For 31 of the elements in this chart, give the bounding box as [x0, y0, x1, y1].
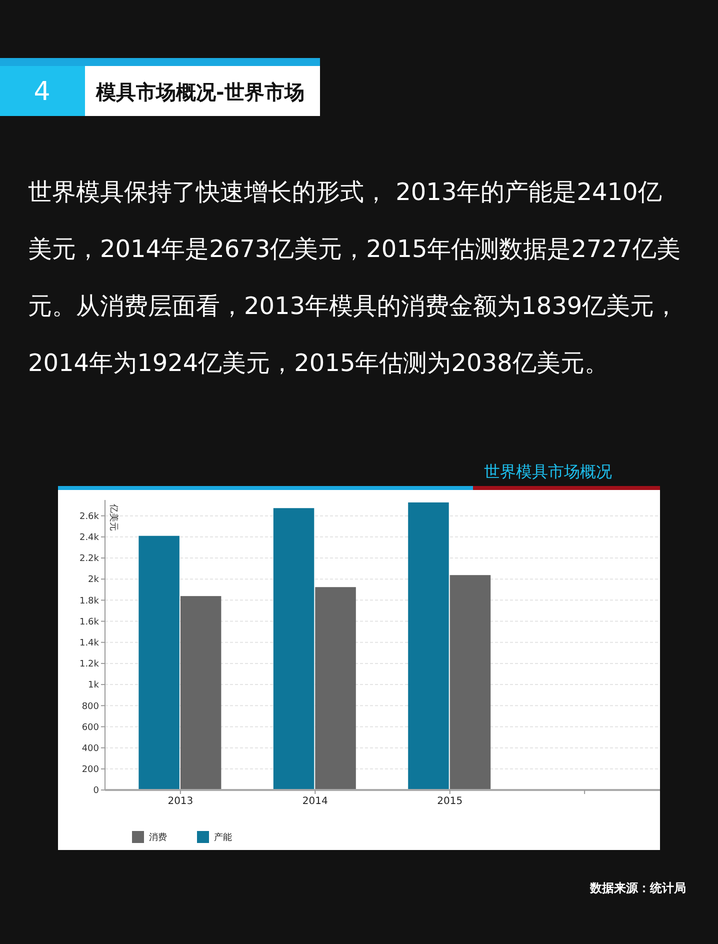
legend-label: 产能: [214, 832, 232, 844]
chart-title: 模具市场概况-世界市场: [95, 80, 304, 104]
y-tick-label: 2.2k: [79, 554, 100, 564]
y-tick-label: 800: [82, 702, 100, 712]
y-tick-label: 0: [93, 786, 100, 796]
text: 世界模具保持了快速增长的形式， 2013年的产能是2410亿美元，2014年是2673亿美元，2015年估测数据是2727亿美元。从消费层面看，2013年模具的消费金额为1839亿美元，2014年为1924亿美元，2015年估测为2038亿美元。: [28, 178, 680, 377]
x-tick-label: 2015: [437, 796, 463, 807]
bar: [180, 596, 222, 790]
y-tick-label: 2.6k: [79, 512, 100, 522]
bar: [450, 575, 491, 790]
y-tick-label: 400: [82, 744, 100, 754]
bar: [138, 536, 180, 790]
y-tick-label: 1k: [88, 680, 100, 691]
bar: [273, 508, 314, 790]
x-tick-label: 2014: [302, 796, 328, 807]
text: 4: [34, 77, 50, 107]
y-tick-label: 1.6k: [79, 617, 100, 628]
y-tick-label: 2.4k: [79, 533, 100, 544]
bar: [408, 502, 449, 790]
y-tick-label: 1.2k: [79, 660, 100, 670]
source-note: 数据来源：统计局: [589, 881, 686, 895]
legend-label: 消费: [149, 832, 167, 844]
y-tick-label: 1.8k: [79, 596, 100, 606]
x-tick-label: 2013: [168, 796, 194, 807]
y-tick-label: 2k: [88, 575, 100, 586]
text: 世界模具市场概况: [484, 462, 612, 481]
y-axis-title: 亿美元: [108, 503, 119, 531]
bar: [315, 587, 356, 790]
y-tick-label: 1.4k: [79, 638, 100, 649]
y-tick-label: 200: [82, 765, 100, 776]
y-tick-label: 600: [82, 722, 100, 733]
